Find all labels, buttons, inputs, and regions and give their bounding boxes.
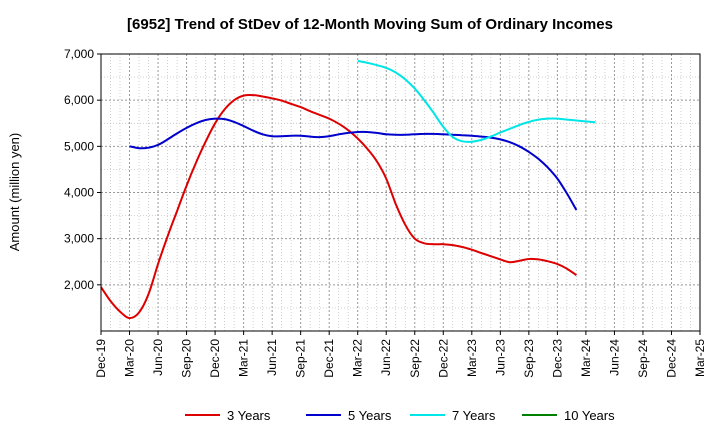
y-tick-label: 7,000 xyxy=(64,47,94,61)
legend-label: 3 Years xyxy=(227,408,271,423)
x-tick-label: Jun-22 xyxy=(379,339,393,376)
x-tick-label: Mar-25 xyxy=(693,339,707,377)
x-axis: Dec-19 Mar-20 Jun-20 Sep-20 Dec-20 Mar-21 Jun-… xyxy=(94,331,707,378)
x-tick-label: Sep-20 xyxy=(180,339,194,378)
y-axis-label: Amount (million yen) xyxy=(7,133,22,252)
x-tick-label: Dec-19 xyxy=(94,339,108,378)
x-tick-label: Dec-22 xyxy=(436,339,450,378)
series-line-5-years xyxy=(129,117,578,211)
x-tick-label: Mar-23 xyxy=(465,339,479,377)
legend-label: 10 Years xyxy=(564,408,615,423)
x-tick-label: Jun-23 xyxy=(493,339,507,376)
x-tick-label: Mar-21 xyxy=(237,339,251,377)
series-line-3-years xyxy=(100,93,577,320)
legend-label: 5 Years xyxy=(348,408,392,423)
x-tick-label: Dec-21 xyxy=(322,339,336,378)
series-line-7-years xyxy=(357,59,596,143)
grid xyxy=(101,53,700,331)
y-tick-label: 4,000 xyxy=(64,186,94,200)
y-tick-label: 6,000 xyxy=(64,93,94,107)
legend: 3 Years 5 Years 7 Years 10 Years xyxy=(185,408,615,423)
x-tick-label: Mar-20 xyxy=(123,339,137,377)
x-tick-label: Jun-21 xyxy=(265,339,279,376)
y-tick-label: 3,000 xyxy=(64,232,94,246)
x-tick-label: Dec-24 xyxy=(664,339,678,378)
x-tick-label: Sep-21 xyxy=(294,339,308,378)
chart-title: [6952] Trend of StDev of 12-Month Moving… xyxy=(127,16,613,33)
y-axis: 2,000 3,000 4,000 5,000 6,000 7,000 xyxy=(64,47,101,292)
x-tick-label: Mar-24 xyxy=(579,339,593,377)
x-tick-label: Mar-22 xyxy=(351,339,365,377)
y-tick-label: 2,000 xyxy=(64,278,94,292)
x-tick-label: Jun-24 xyxy=(607,339,621,376)
x-tick-label: Jun-20 xyxy=(151,339,165,376)
legend-label: 7 Years xyxy=(452,408,496,423)
x-tick-label: Dec-20 xyxy=(208,339,222,378)
x-tick-label: Sep-23 xyxy=(522,339,536,378)
x-tick-label: Sep-24 xyxy=(636,339,650,378)
y-tick-label: 5,000 xyxy=(64,139,94,153)
series-lines xyxy=(100,59,596,320)
x-tick-label: Dec-23 xyxy=(550,339,564,378)
x-tick-label: Sep-22 xyxy=(408,339,422,378)
